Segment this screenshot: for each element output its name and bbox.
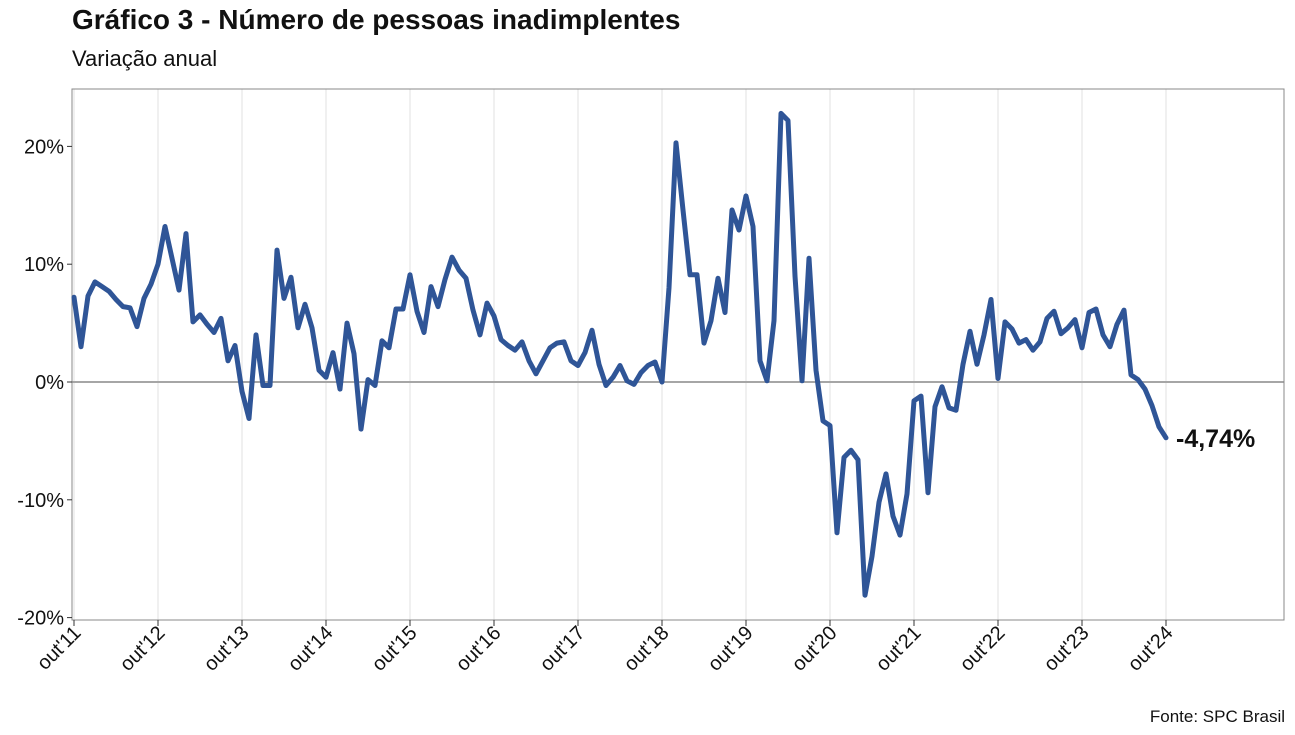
- x-tick-label: out'24: [1124, 622, 1178, 676]
- x-tick-label: out'12: [116, 622, 170, 676]
- chart-title: Gráfico 3 - Número de pessoas inadimplen…: [72, 4, 681, 35]
- chart-subtitle: Variação anual: [72, 46, 218, 71]
- x-tick-label: out'13: [200, 622, 254, 676]
- series-line: [71, 110, 1169, 598]
- x-tick-label: out'19: [704, 622, 758, 676]
- x-tick-label: out'20: [788, 622, 842, 676]
- end-value-label: -4,74%: [1176, 425, 1255, 453]
- x-tick-label: out'11: [33, 622, 86, 675]
- x-tick-label: out'21: [872, 622, 926, 676]
- y-tick-label: 10%: [24, 254, 64, 276]
- x-tick-label: out'23: [1040, 622, 1094, 676]
- source-note: Fonte: SPC Brasil: [1149, 707, 1285, 726]
- x-tick-label: out'17: [536, 622, 590, 676]
- y-tick-label: 20%: [24, 136, 64, 158]
- x-tick-label: out'22: [956, 622, 1010, 676]
- x-tick-label: out'14: [284, 622, 338, 676]
- y-tick-label: -20%: [17, 608, 64, 630]
- y-axis: -20% -10% 0% 10% 20%: [17, 136, 72, 630]
- plot-frame: [71, 88, 1285, 621]
- y-tick-label: -10%: [17, 490, 64, 512]
- y-tick-label: 0%: [35, 372, 64, 394]
- x-axis: out'11 out'12 out'13 out'14 out'15 out'16 out'…: [33, 620, 1178, 676]
- x-tick-label: out'18: [620, 622, 674, 676]
- x-tick-label: out'15: [368, 622, 422, 676]
- x-tick-label: out'16: [452, 622, 506, 676]
